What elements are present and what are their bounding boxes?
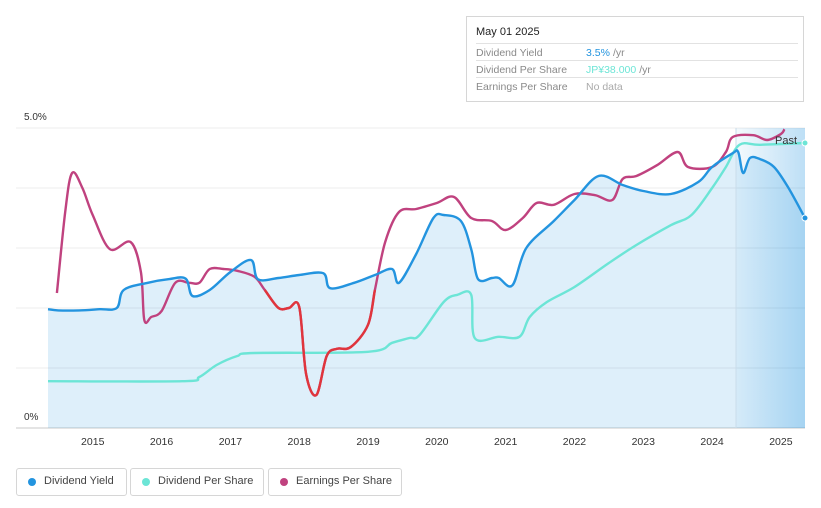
legend-label: Dividend Yield (44, 475, 114, 487)
tooltip-label: Dividend Yield (476, 47, 543, 59)
tooltip-value: No data (586, 81, 626, 93)
tooltip-value: JP¥38.000/yr (586, 64, 651, 76)
x-tick-label: 2017 (219, 436, 243, 448)
dividend-per-share-line (47, 141, 806, 383)
dividend-yield-area (48, 150, 805, 428)
x-tick-label: 2022 (563, 436, 587, 448)
y-tick-label: 5.0% (24, 112, 47, 123)
legend-dot-icon (142, 478, 150, 486)
x-tick-label: 2025 (769, 436, 793, 448)
x-tick-label: 2019 (356, 436, 380, 448)
tooltip-row-earnings-per-share: Earnings Per Share No data (476, 77, 798, 95)
tooltip-row-dividend-yield: Dividend Yield 3.5%/yr (476, 43, 798, 61)
tooltip-date: May 01 2025 (476, 26, 540, 38)
tooltip-value-text: 3.5% (586, 47, 610, 59)
x-tick-label: 2021 (494, 436, 518, 448)
legend-label: Earnings Per Share (296, 475, 392, 487)
past-region-shade (736, 128, 805, 428)
tooltip-unit: /yr (612, 47, 625, 59)
x-tick-label: 2015 (81, 436, 105, 448)
y-tick-label: 0% (24, 412, 39, 423)
tooltip-value-text: JP¥38.000 (586, 64, 637, 76)
legend-item-earnings-per-share[interactable]: Earnings Per Share (268, 468, 402, 496)
past-label: Past (775, 135, 797, 147)
dividend-yield-endpoint (801, 214, 809, 222)
tooltip-label: Dividend Per Share (476, 64, 568, 76)
x-tick-label: 2024 (700, 436, 724, 448)
legend-dot-icon (280, 478, 288, 486)
dividend-yield-line (47, 149, 807, 312)
tooltip-row-dividend-per-share: Dividend Per Share JP¥38.000/yr (476, 60, 798, 78)
x-tick-label: 2023 (632, 436, 656, 448)
legend-dot-icon (28, 478, 36, 486)
tooltip-unit: /yr (639, 64, 651, 76)
legend-item-dividend-yield[interactable]: Dividend Yield (16, 468, 127, 496)
plot-area (16, 128, 805, 428)
earnings-per-share-line-below (263, 289, 377, 397)
dividend-per-share-endpoint (801, 139, 809, 147)
tooltip-value-text: No data (586, 81, 623, 93)
tooltip-label: Earnings Per Share (476, 81, 568, 93)
legend-item-dividend-per-share[interactable]: Dividend Per Share (130, 468, 264, 496)
tooltip-panel: May 01 2025 Dividend Yield 3.5%/yr Divid… (466, 16, 804, 102)
tooltip-value: 3.5%/yr (586, 47, 625, 59)
legend-label: Dividend Per Share (158, 475, 254, 487)
x-tick-label: 2020 (425, 436, 449, 448)
x-tick-label: 2018 (288, 436, 312, 448)
x-tick-label: 2016 (150, 436, 174, 448)
